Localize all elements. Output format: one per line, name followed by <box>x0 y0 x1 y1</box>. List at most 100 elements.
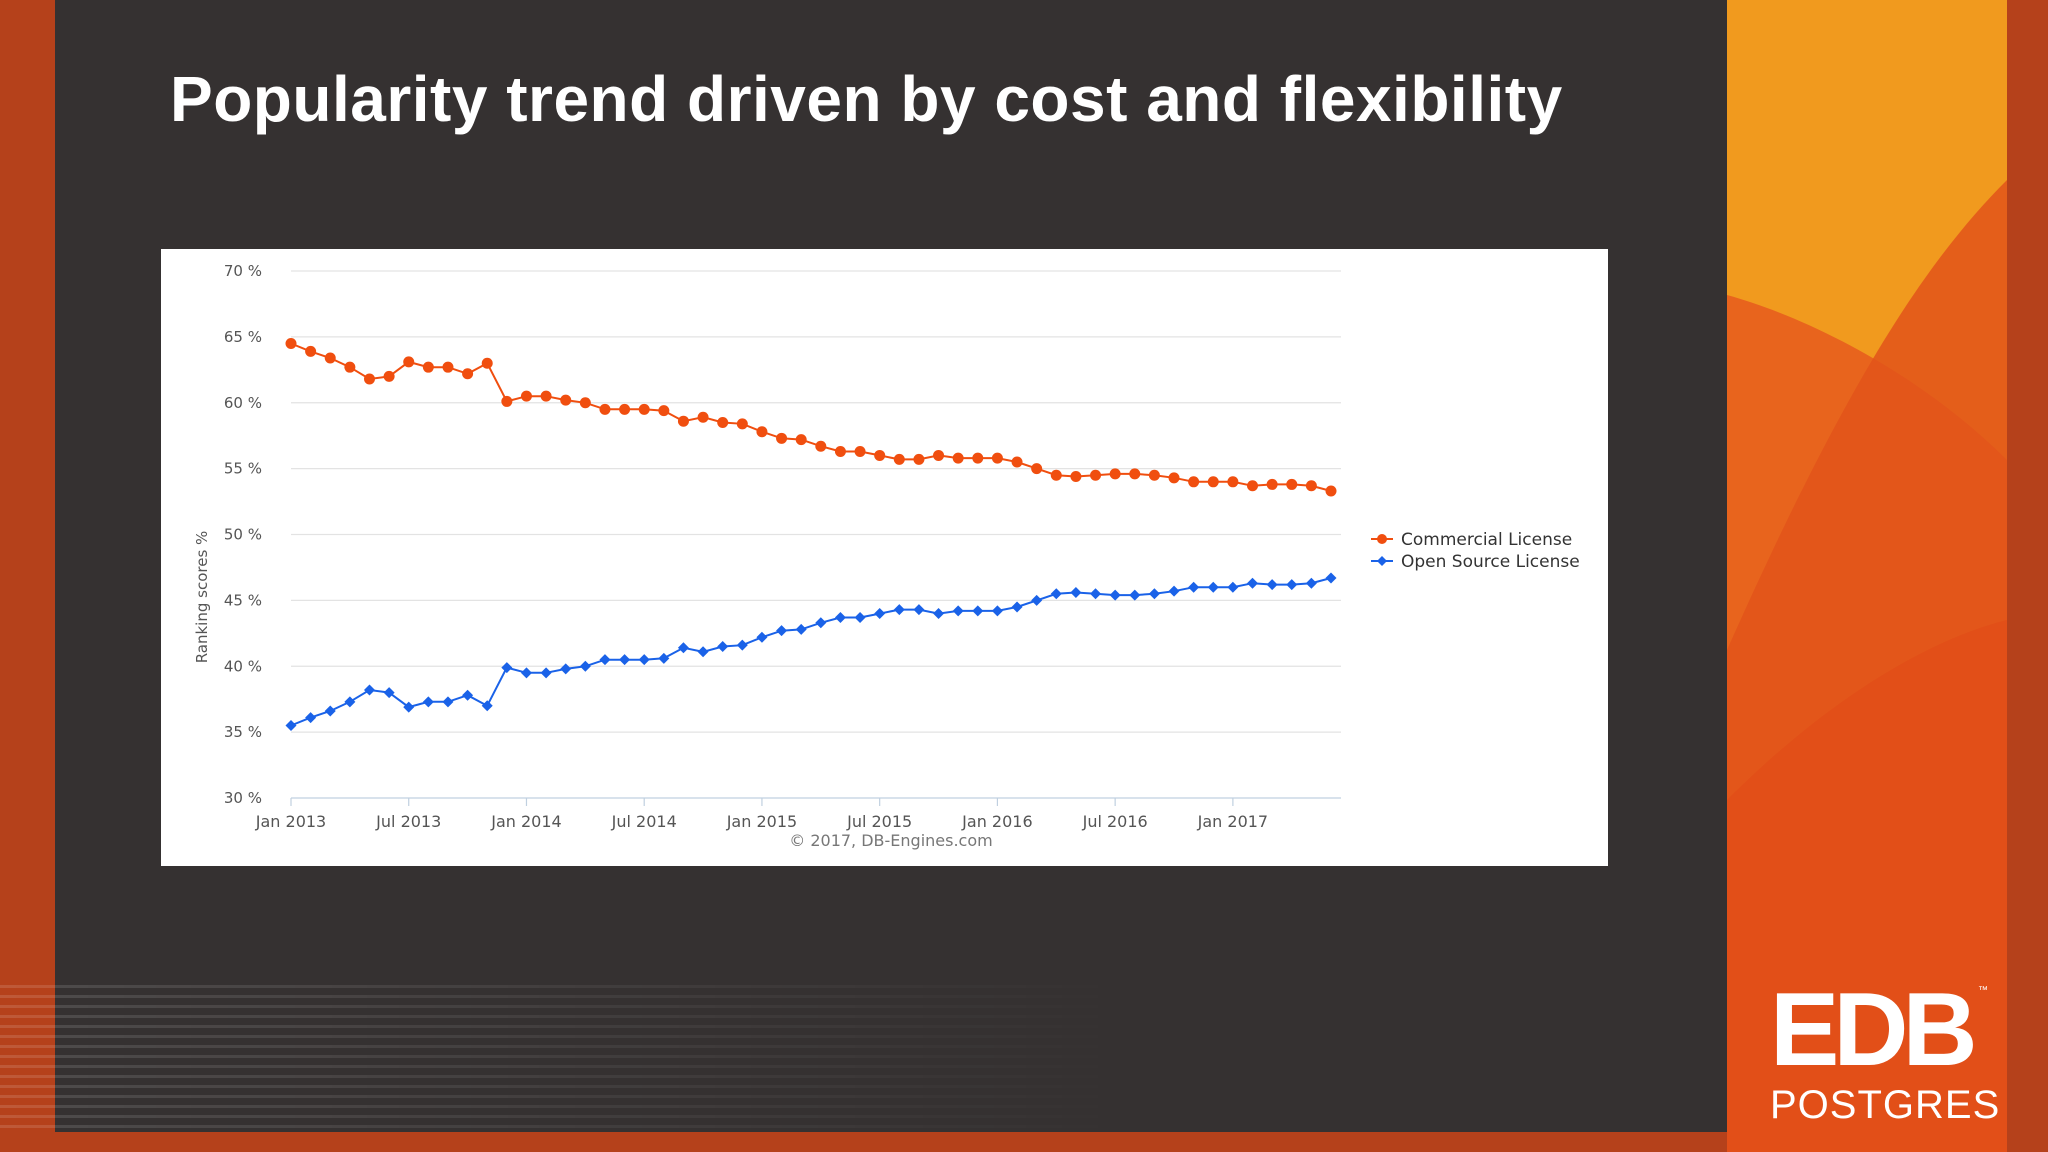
decorative-stripes <box>0 985 1150 1135</box>
data-point <box>1247 480 1259 492</box>
x-tick-label: Jan 2015 <box>726 812 797 831</box>
data-point <box>1227 581 1239 593</box>
data-point <box>1266 579 1278 591</box>
data-point <box>952 452 964 464</box>
logo-postgres-text: POSTGRES <box>1770 1083 2001 1127</box>
data-point <box>344 696 356 708</box>
data-point <box>834 612 846 624</box>
data-point <box>285 720 297 732</box>
data-point <box>462 689 474 701</box>
data-point <box>736 639 748 651</box>
slide-title: Popularity trend driven by cost and flex… <box>170 63 1563 135</box>
data-point <box>1305 577 1317 589</box>
y-axis-ticks: 30 % 35 % 40 % 45 % 50 % 55 % 60 % 65 % 70 % <box>224 262 262 807</box>
data-point <box>305 712 317 724</box>
data-point <box>520 667 532 679</box>
decorative-curves <box>1727 180 2007 1152</box>
data-point <box>1168 472 1180 484</box>
y-tick-label: 55 % <box>224 460 262 478</box>
data-point <box>579 660 591 672</box>
data-point <box>795 434 807 446</box>
data-point <box>874 449 886 461</box>
series-layer <box>285 337 1337 732</box>
data-point <box>776 432 788 444</box>
x-tick-label: Jan 2014 <box>490 812 561 831</box>
x-tick-label: Jul 2014 <box>611 812 677 831</box>
x-tick-label: Jan 2016 <box>961 812 1032 831</box>
data-point <box>874 608 886 620</box>
data-point <box>717 417 729 429</box>
data-point <box>1207 581 1219 593</box>
data-point <box>658 652 670 664</box>
data-point <box>795 623 807 635</box>
data-point <box>462 368 474 380</box>
right-edge-strip <box>2007 0 2048 1152</box>
data-point <box>1286 579 1298 591</box>
data-point <box>1050 469 1062 481</box>
data-point <box>1207 476 1219 488</box>
data-point <box>1266 478 1278 490</box>
data-point <box>403 356 415 368</box>
data-point <box>540 390 552 402</box>
data-point <box>1109 468 1121 480</box>
data-point <box>599 403 611 415</box>
data-point <box>619 654 631 666</box>
logo-trademark: ™ <box>1978 985 1988 996</box>
x-tick-label: Jul 2013 <box>375 812 441 831</box>
data-point <box>579 397 591 409</box>
data-point <box>638 654 650 666</box>
data-point <box>1188 581 1200 593</box>
data-point <box>854 612 866 624</box>
data-point <box>1247 577 1259 589</box>
x-tick-label: Jan 2017 <box>1197 812 1268 831</box>
data-point <box>736 418 748 430</box>
data-point <box>756 631 768 643</box>
legend-label: Commercial License <box>1401 530 1572 550</box>
y-tick-label: 65 % <box>224 328 262 346</box>
data-point <box>1325 572 1337 584</box>
data-point <box>344 361 356 373</box>
data-point <box>403 701 415 713</box>
y-axis-label: Ranking scores % <box>193 531 211 664</box>
data-point <box>933 449 945 461</box>
data-point <box>1148 588 1160 600</box>
data-point <box>1090 469 1102 481</box>
legend-marker <box>1377 556 1387 566</box>
data-point <box>501 662 513 674</box>
y-tick-label: 40 % <box>224 657 262 675</box>
data-point <box>324 705 336 717</box>
data-point <box>285 337 297 349</box>
bottom-accent-strip <box>0 1132 2048 1152</box>
data-point <box>501 395 513 407</box>
chart-credit: © 2017, DB-Engines.com <box>789 831 992 850</box>
legend-item[interactable]: Commercial License <box>1371 530 1572 550</box>
data-point <box>442 696 454 708</box>
legend-label: Open Source License <box>1401 552 1580 572</box>
data-point <box>893 453 905 465</box>
data-point <box>305 345 317 357</box>
data-point <box>972 605 984 617</box>
data-point <box>363 684 375 696</box>
data-point <box>815 617 827 629</box>
legend-item[interactable]: Open Source License <box>1371 552 1580 572</box>
data-point <box>854 445 866 457</box>
data-point <box>363 373 375 385</box>
data-point <box>481 700 493 712</box>
data-point <box>952 605 964 617</box>
data-point <box>677 642 689 654</box>
data-point <box>1031 463 1043 475</box>
left-accent-strip <box>0 0 55 1152</box>
data-point <box>1109 589 1121 601</box>
data-point <box>697 646 709 658</box>
data-point <box>991 605 1003 617</box>
data-point <box>658 405 670 417</box>
x-axis: Jan 2013 Jul 2013 Jan 2014 Jul 2014 Jan 2015… <box>255 798 1268 831</box>
data-point <box>324 352 336 364</box>
x-tick-label: Jan 2013 <box>255 812 326 831</box>
data-point <box>1227 476 1239 488</box>
data-point <box>1070 471 1082 483</box>
data-point <box>1031 594 1043 606</box>
x-tick-label: Jul 2016 <box>1082 812 1148 831</box>
data-point <box>717 640 729 652</box>
data-point <box>1129 468 1141 480</box>
